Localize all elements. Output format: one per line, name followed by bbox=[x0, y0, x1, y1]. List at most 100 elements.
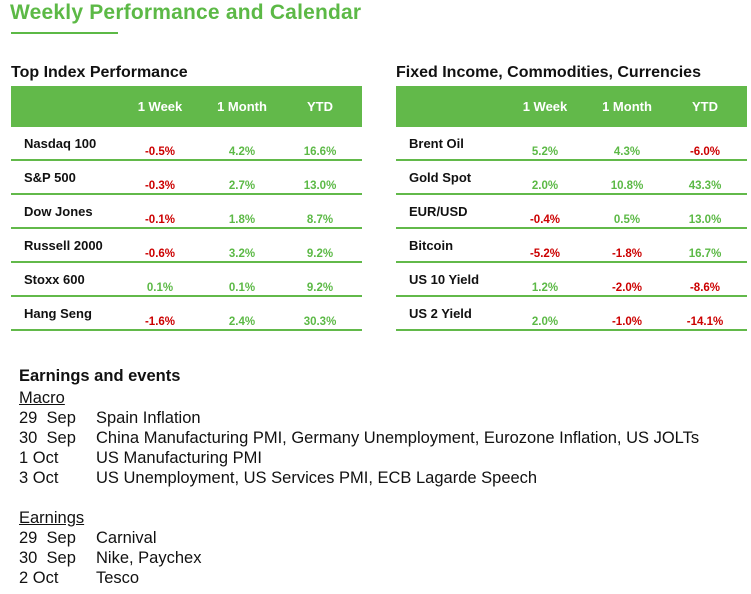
table-row: Dow Jones -0.1% 1.8% 8.7% bbox=[11, 195, 362, 229]
value-cell: 16.6% bbox=[303, 146, 337, 158]
value-cell: 0.5% bbox=[613, 214, 641, 226]
event-text: Spain Inflation bbox=[96, 409, 201, 427]
value-cell: 0.1% bbox=[228, 282, 256, 294]
row-label: S&P 500 bbox=[24, 170, 76, 185]
value-cell: 16.7% bbox=[688, 248, 722, 260]
row-label: Hang Seng bbox=[24, 306, 92, 321]
value-cell: 9.2% bbox=[306, 248, 334, 260]
value-cell: 10.8% bbox=[610, 180, 644, 192]
calendar-item: 29 Sep Carnival bbox=[19, 528, 699, 548]
calendar-item: 29 Sep Spain Inflation bbox=[19, 408, 699, 428]
value-cell: -1.6% bbox=[144, 316, 176, 328]
event-text: Nike, Paychex bbox=[96, 549, 202, 567]
column-header: 1 Month bbox=[217, 99, 267, 114]
title-underline bbox=[11, 32, 118, 34]
row-label: Bitcoin bbox=[409, 238, 454, 253]
value-cell: 13.0% bbox=[303, 180, 337, 192]
value-cell: -1.0% bbox=[611, 316, 643, 328]
table-header: 1 Week 1 Month YTD bbox=[396, 86, 747, 127]
calendar-item: 30 Sep Nike, Paychex bbox=[19, 548, 699, 568]
calendar-heading: Earnings and events bbox=[19, 367, 181, 385]
value-cell: 3.2% bbox=[228, 248, 256, 260]
table-row: Brent Oil 5.2% 4.3% -6.0% bbox=[396, 127, 747, 161]
index-performance-table: Top Index Performance 1 Week 1 Month YTD Nas… bbox=[11, 63, 362, 331]
event-date: 30 Sep bbox=[19, 549, 76, 567]
value-cell: 30.3% bbox=[303, 316, 337, 328]
table-row: US 10 Yield 1.2% -2.0% -8.6% bbox=[396, 263, 747, 297]
table-row: Hang Seng -1.6% 2.4% 30.3% bbox=[11, 297, 362, 331]
value-cell: -0.6% bbox=[144, 248, 176, 260]
event-date: 30 Sep bbox=[19, 429, 76, 447]
table-row: Gold Spot 2.0% 10.8% 43.3% bbox=[396, 161, 747, 195]
value-cell: -0.1% bbox=[144, 214, 176, 226]
table-row: EUR/USD -0.4% 0.5% 13.0% bbox=[396, 195, 747, 229]
table-row: S&P 500 -0.3% 2.7% 13.0% bbox=[11, 161, 362, 195]
row-label: US 2 Yield bbox=[409, 306, 472, 321]
value-cell: -14.1% bbox=[686, 316, 724, 328]
value-cell: -6.0% bbox=[689, 146, 721, 158]
value-cell: 9.2% bbox=[306, 282, 334, 294]
table-row: Nasdaq 100 -0.5% 4.2% 16.6% bbox=[11, 127, 362, 161]
event-text: Tesco bbox=[96, 569, 140, 587]
value-cell: 13.0% bbox=[688, 214, 722, 226]
value-cell: 0.1% bbox=[146, 282, 174, 294]
value-cell: 2.0% bbox=[531, 180, 559, 192]
event-text: US Unemployment, US Services PMI, ECB La… bbox=[96, 469, 538, 487]
row-label: US 10 Yield bbox=[409, 272, 480, 287]
event-date: 3 Oct bbox=[19, 469, 59, 487]
table-row: Russell 2000 -0.6% 3.2% 9.2% bbox=[11, 229, 362, 263]
fixed-income-table: Fixed Income, Commodities, Currencies 1 W… bbox=[396, 63, 747, 331]
value-cell: 4.3% bbox=[613, 146, 641, 158]
value-cell: -0.4% bbox=[529, 214, 561, 226]
event-text: China Manufacturing PMI, Germany Unemplo… bbox=[96, 429, 700, 447]
table-row: US 2 Yield 2.0% -1.0% -14.1% bbox=[396, 297, 747, 331]
value-cell: 1.8% bbox=[228, 214, 256, 226]
event-text: US Manufacturing PMI bbox=[96, 449, 262, 467]
column-header: 1 Week bbox=[522, 99, 568, 114]
value-cell: 1.2% bbox=[531, 282, 559, 294]
table-heading: Fixed Income, Commodities, Currencies bbox=[396, 64, 701, 81]
value-cell: -0.3% bbox=[144, 180, 176, 192]
table-heading: Top Index Performance bbox=[11, 64, 188, 81]
row-label: Nasdaq 100 bbox=[24, 136, 97, 151]
value-cell: 2.7% bbox=[228, 180, 256, 192]
column-header: YTD bbox=[692, 99, 718, 114]
section-label: Macro bbox=[19, 389, 65, 407]
table-row: Bitcoin -5.2% -1.8% 16.7% bbox=[396, 229, 747, 263]
event-date: 29 Sep bbox=[19, 529, 76, 547]
row-label: Russell 2000 bbox=[24, 238, 103, 253]
value-cell: 4.2% bbox=[228, 146, 256, 158]
value-cell: 43.3% bbox=[688, 180, 722, 192]
row-label: EUR/USD bbox=[409, 204, 468, 219]
value-cell: -5.2% bbox=[529, 248, 561, 260]
value-cell: 2.0% bbox=[531, 316, 559, 328]
value-cell: -2.0% bbox=[611, 282, 643, 294]
row-label: Stoxx 600 bbox=[24, 272, 85, 287]
event-date: 29 Sep bbox=[19, 409, 76, 427]
table-row: Stoxx 600 0.1% 0.1% 9.2% bbox=[11, 263, 362, 297]
row-label: Brent Oil bbox=[409, 136, 464, 151]
event-text: Carnival bbox=[96, 529, 157, 547]
event-date: 1 Oct bbox=[19, 449, 59, 467]
value-cell: -1.8% bbox=[611, 248, 643, 260]
calendar-item: 30 Sep China Manufacturing PMI, Germany U… bbox=[19, 428, 699, 448]
row-label: Dow Jones bbox=[24, 204, 93, 219]
page-title: Weekly Performance and Calendar bbox=[10, 1, 362, 24]
value-cell: 2.4% bbox=[228, 316, 256, 328]
section-label: Earnings bbox=[19, 509, 85, 527]
table-header: 1 Week 1 Month YTD bbox=[11, 86, 362, 127]
spacer bbox=[19, 488, 699, 508]
column-header: YTD bbox=[307, 99, 333, 114]
calendar-item: 3 Oct US Unemployment, US Services PMI, E… bbox=[19, 468, 699, 488]
value-cell: -8.6% bbox=[689, 282, 721, 294]
value-cell: 8.7% bbox=[306, 214, 334, 226]
calendar-item: 1 Oct US Manufacturing PMI bbox=[19, 448, 699, 468]
column-header: 1 Week bbox=[137, 99, 183, 114]
row-label: Gold Spot bbox=[409, 170, 472, 185]
event-date: 2 Oct bbox=[19, 569, 59, 587]
column-header: 1 Month bbox=[602, 99, 652, 114]
value-cell: 5.2% bbox=[531, 146, 559, 158]
calendar-item: 2 Oct Tesco bbox=[19, 568, 699, 588]
earnings-events-calendar: Earnings and events Macro 29 Sep Spain Inf… bbox=[19, 366, 699, 588]
value-cell: -0.5% bbox=[144, 146, 176, 158]
